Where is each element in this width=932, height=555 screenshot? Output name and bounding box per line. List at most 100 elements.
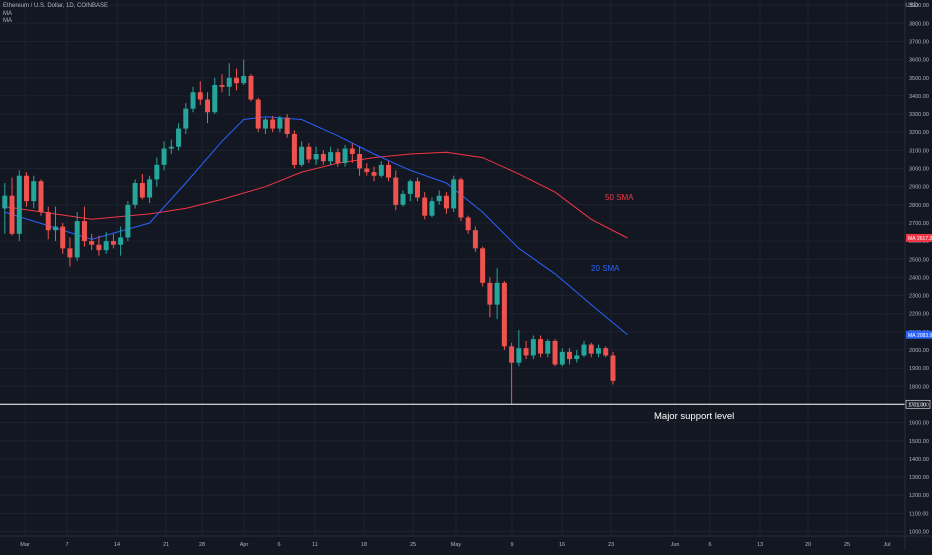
candle-body — [16, 175, 22, 234]
y-tick-label: 1100.00 — [909, 511, 928, 517]
candle-body — [125, 204, 131, 238]
candle-up — [407, 179, 413, 202]
candle-body — [407, 181, 413, 194]
candle-down — [357, 146, 363, 176]
candle-up — [436, 190, 442, 205]
candle-down — [349, 143, 355, 164]
sma50-line-group — [4, 151, 628, 239]
y-tick-label: 2900.00 — [909, 185, 929, 191]
candle-down — [45, 206, 51, 240]
y-tick-label: 3700.00 — [909, 39, 929, 45]
x-tick-label: 14 — [114, 542, 120, 548]
candle-down — [588, 342, 594, 358]
candle-body — [147, 179, 153, 198]
candle-body — [262, 119, 268, 129]
candle-body — [574, 355, 580, 360]
candle-body — [277, 117, 283, 129]
candle-up — [118, 226, 124, 256]
x-tick-label: 11 — [312, 542, 318, 548]
x-tick-label: 28 — [199, 542, 205, 548]
candle-body — [400, 193, 406, 205]
candle-body — [219, 85, 225, 87]
x-tick-label: Jun — [671, 542, 680, 548]
candle-body — [458, 179, 464, 218]
x-tick-label: May — [451, 542, 462, 548]
sma20-price-tag-label: MA — [908, 333, 916, 339]
candle-body — [31, 181, 37, 202]
sma50-price-tag — [906, 233, 932, 242]
candle-up — [530, 335, 536, 360]
candle-body — [422, 197, 428, 216]
candle-body — [248, 75, 254, 100]
candle-up — [451, 175, 457, 213]
candle-up — [378, 161, 384, 178]
y-tick-label: 3200.00 — [909, 130, 929, 136]
candle-down — [60, 222, 66, 254]
candle-body — [81, 221, 87, 242]
x-tick-label: Apr — [240, 542, 249, 548]
candle-up — [429, 197, 435, 218]
candle-down — [139, 173, 145, 200]
candle-down — [552, 339, 558, 367]
candle-body — [357, 153, 363, 169]
y-tick-label: 3000.00 — [909, 167, 929, 173]
candle-up — [2, 183, 8, 234]
candle-down — [393, 170, 399, 211]
candle-body — [501, 282, 507, 347]
sma50-price-tag-label: MA — [908, 236, 916, 242]
candle-body — [494, 282, 500, 305]
candle-down — [197, 81, 203, 105]
candle-body — [443, 195, 449, 209]
candle-down — [610, 351, 616, 385]
candle-body — [241, 75, 247, 84]
candle-down — [110, 233, 116, 249]
y-tick-label: 1300.00 — [909, 475, 929, 481]
candle-down — [480, 246, 486, 287]
candle-body — [567, 351, 573, 360]
indicator-ma-1[interactable]: MA — [3, 10, 12, 17]
candle-body — [183, 108, 189, 129]
candle-body — [132, 183, 138, 205]
candle-down — [501, 281, 507, 350]
y-tick-label: 2000.00 — [909, 348, 929, 354]
candle-body — [313, 153, 319, 160]
candle-down — [9, 177, 15, 236]
candle-body — [538, 339, 544, 354]
candle-down — [567, 348, 573, 365]
candle-body — [516, 348, 522, 363]
y-tick-label: 2400.00 — [909, 275, 929, 281]
candle-down — [509, 342, 515, 405]
x-tick-label: 7 — [65, 542, 68, 548]
candle-body — [45, 212, 51, 231]
candle-up — [545, 339, 551, 358]
candle-body — [386, 164, 392, 178]
candle-up — [241, 59, 247, 86]
candle-body — [342, 148, 348, 164]
candle-down — [364, 163, 370, 176]
candle-body — [335, 152, 341, 164]
x-tick-label: 23 — [608, 542, 614, 548]
y-tick-label: 1600.00 — [909, 421, 929, 427]
candle-up — [154, 157, 160, 187]
candle-up — [516, 330, 522, 367]
candle-body — [212, 85, 218, 113]
candle-up — [16, 170, 22, 242]
candle-body — [320, 153, 326, 162]
symbol-title[interactable]: Ethereum / U.S. Dollar, 1D, COINBASE — [3, 3, 109, 9]
candle-body — [414, 181, 420, 198]
sma20-annotation: 20 SMA — [591, 264, 620, 273]
candle-down — [205, 92, 211, 124]
indicator-ma-2[interactable]: MA — [3, 18, 12, 24]
candle-body — [67, 248, 73, 258]
x-tick-label: 16 — [559, 542, 565, 548]
candle-body — [154, 164, 160, 180]
candle-body — [9, 195, 15, 234]
candle-body — [349, 148, 355, 154]
x-tick-label: 6 — [277, 542, 280, 548]
candle-up — [74, 212, 80, 262]
candle-up — [328, 146, 334, 165]
candle-body — [371, 172, 377, 176]
